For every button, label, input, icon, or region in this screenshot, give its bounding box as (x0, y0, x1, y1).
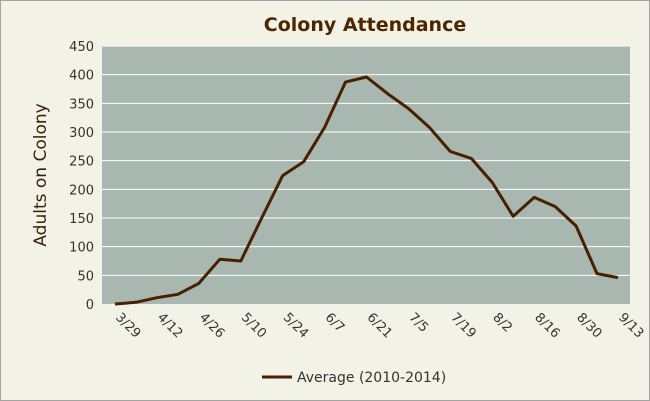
y-tick-label: 100 (69, 241, 94, 256)
y-tick-label: 300 (69, 126, 94, 141)
x-tick-label: 8/2 (489, 310, 514, 335)
chart-title: Colony Attendance (264, 14, 466, 36)
series-line (114, 75, 619, 306)
y-tick-label: 150 (69, 212, 94, 227)
x-tick-label: 9/13 (615, 310, 646, 341)
x-tick-label: 3/29 (112, 310, 143, 341)
y-axis-label: Adults on Colony (31, 103, 51, 246)
x-tick-label: 8/16 (531, 310, 562, 341)
x-tick-label: 4/26 (196, 310, 227, 341)
y-axis-ticks: 0 50 100 150 200 250 300 350 400 450 (69, 40, 94, 313)
x-axis-ticks: 3/29 4/12 4/26 5/10 5/24 6/7 6/21 7/5 7/19 8/2 8/1… (112, 310, 646, 341)
x-tick-label: 7/19 (448, 310, 479, 341)
y-tick-label: 450 (69, 40, 94, 55)
x-tick-label: 4/12 (154, 310, 185, 341)
grid-lines (102, 45, 630, 276)
y-tick-label: 350 (69, 97, 94, 112)
x-tick-label: 5/10 (238, 310, 269, 341)
y-tick-label: 200 (69, 183, 94, 198)
y-tick-label: 250 (69, 155, 94, 170)
y-tick-label: 400 (69, 69, 94, 84)
series-group (114, 75, 619, 306)
y-tick-label: 50 (77, 269, 94, 284)
plot-area (102, 46, 630, 304)
x-tick-label: 5/24 (280, 310, 311, 341)
legend-label: Average (2010-2014) (297, 370, 446, 386)
x-tick-label: 7/5 (406, 310, 431, 335)
y-tick-label: 0 (86, 298, 94, 313)
x-tick-label: 8/30 (573, 310, 604, 341)
x-tick-label: 6/7 (322, 310, 347, 335)
x-tick-label: 6/21 (364, 310, 395, 341)
legend: Average (2010-2014) (262, 370, 446, 386)
